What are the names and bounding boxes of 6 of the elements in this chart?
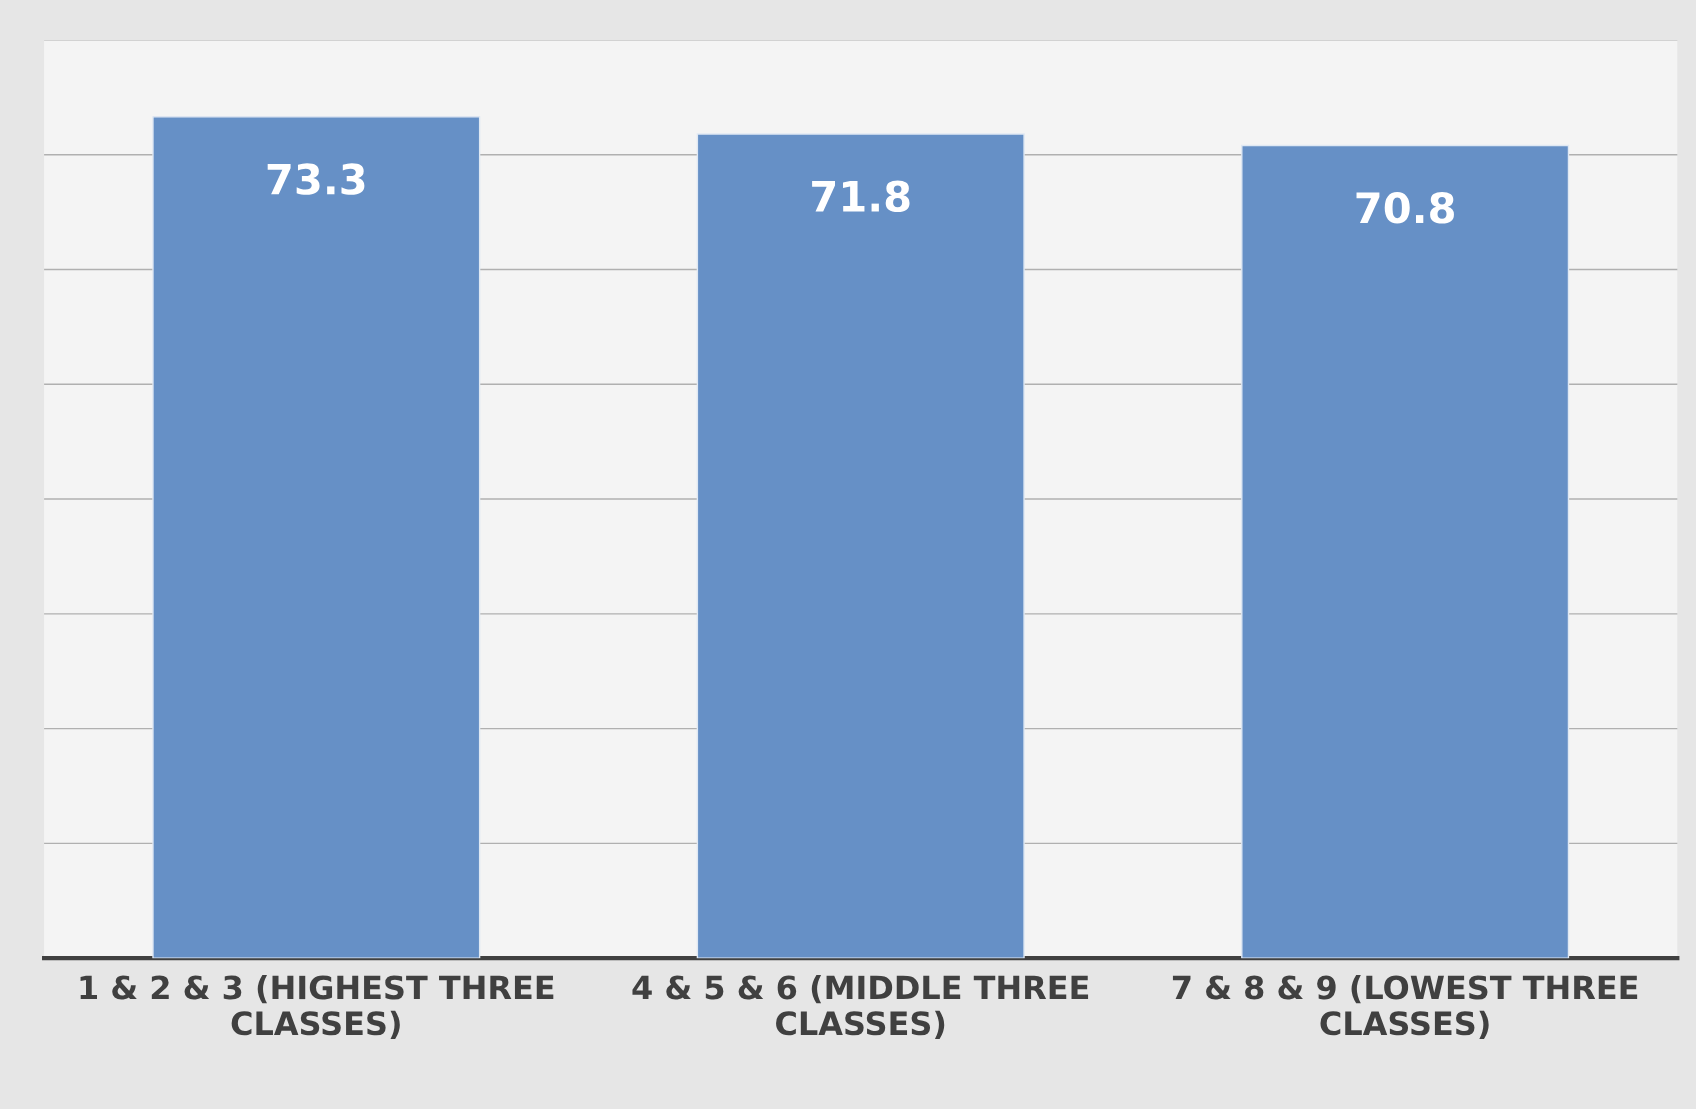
x-tick-label: 7 & 8 & 9 (LOWEST THREE CLASSES): [1172, 974, 1638, 1040]
data-label: 70.8: [1356, 192, 1454, 224]
data-label: 73.3: [267, 163, 365, 195]
data-label: 71.8: [812, 180, 910, 213]
x-tick-label: 1 & 2 & 3 (HIGHEST THREE CLASSES): [80, 974, 554, 1040]
x-tick-label: 4 & 5 & 6 (MIDDLE THREE CLASSES): [632, 974, 1089, 1040]
